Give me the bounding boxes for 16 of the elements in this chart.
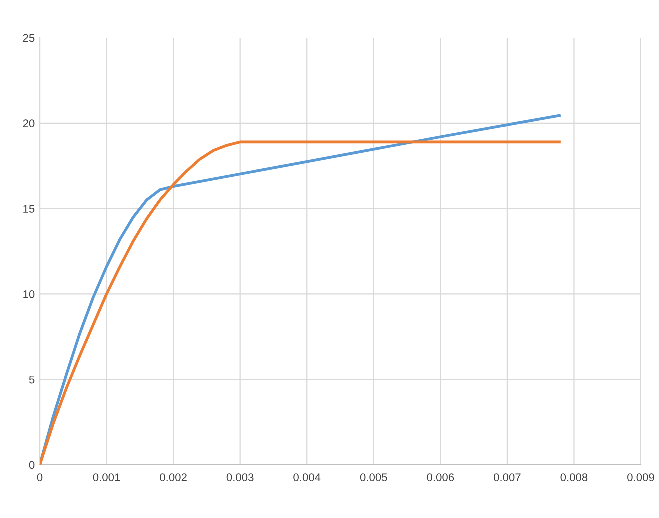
x-tick-label: 0.008 (560, 474, 588, 482)
y-tick-label: 5 (29, 376, 35, 384)
x-tick-label: 0 (37, 474, 43, 482)
y-tick-label: 20 (23, 120, 35, 128)
x-tick-label: 0.006 (427, 474, 454, 482)
y-tick-label: 10 (24, 290, 35, 298)
x-tick-label: 0.005 (360, 474, 388, 482)
x-tick-label: 0.009 (628, 474, 654, 482)
y-tick-label: 15 (24, 205, 35, 213)
x-tick-label: 0.002 (160, 474, 187, 482)
y-tick-label: 0 (29, 461, 35, 470)
x-tick-label: 0.001 (93, 474, 120, 482)
x-tick-label: 0.003 (226, 474, 254, 482)
y-tick-label: 25 (23, 34, 35, 42)
x-tick-label: 0.004 (294, 474, 321, 482)
x-tick-label: 0.007 (494, 474, 521, 482)
